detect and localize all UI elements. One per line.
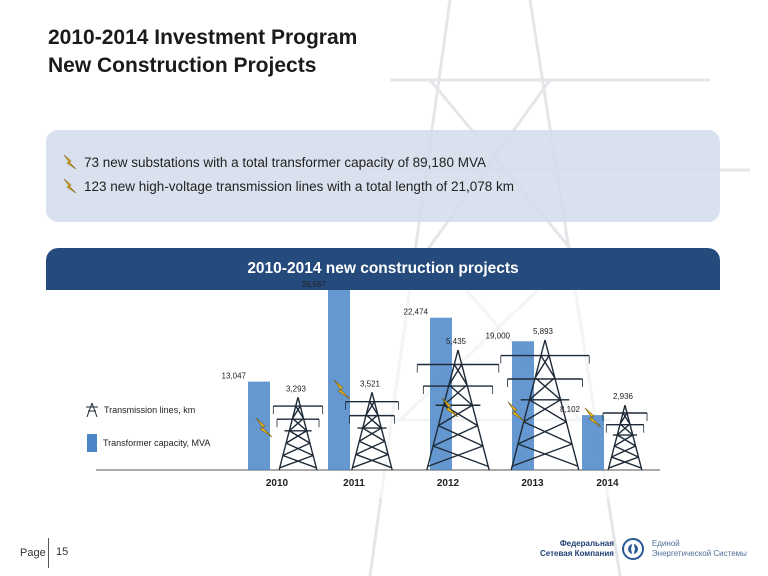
logo-text-left: Федеральная Сетевая Компания [540, 539, 614, 558]
bar-transformer-2012 [430, 317, 452, 470]
transmission-tower-icon [602, 405, 648, 471]
transmission-tower-icon [416, 349, 500, 471]
legend-item-lines: Transmission lines, km [84, 402, 195, 418]
tick-label-2011: 2011 [343, 478, 365, 489]
page-title-line-2: New Construction Projects [48, 54, 317, 77]
lightning-bolt-icon [63, 178, 77, 194]
data-label-lines-2012: 5,435 [446, 337, 467, 346]
tick-label-2010: 2010 [266, 478, 289, 489]
lightning-bolt-icon [255, 417, 273, 438]
page-title-line-1: 2010-2014 Investment Program [48, 26, 358, 49]
footer-divider [48, 538, 49, 568]
data-label-lines-2013: 5,893 [533, 327, 554, 336]
bar-transformer-2010 [248, 381, 270, 470]
data-label-transformer-2013: 19,000 [486, 331, 511, 340]
summary-item-substations: 73 new substations with a total transfor… [62, 154, 486, 170]
transmission-tower-icon [500, 339, 590, 471]
logo-text-right: Единой Энергетической Системы [651, 539, 747, 558]
summary-text: 73 new substations with a total transfor… [84, 154, 486, 170]
footer-page-label: Page [20, 547, 46, 559]
bar-transformer-2013 [512, 341, 534, 470]
legend-swatch-bar [87, 434, 97, 452]
chart-panel-header: 2010-2014 new construction projects [46, 248, 720, 290]
chart-title: 2010-2014 new construction projects [247, 260, 519, 277]
summary-item-lines: 123 new high-voltage transmission lines … [62, 178, 514, 194]
transmission-tower-icon [86, 402, 98, 418]
legend-label: Transformer capacity, MVA [103, 438, 211, 448]
lightning-bolt-icon [441, 397, 459, 418]
tick-label-2013: 2013 [521, 478, 544, 489]
data-label-transformer-2014: 8,102 [560, 405, 581, 414]
transmission-tower-icon [272, 397, 324, 471]
data-label-lines-2010: 3,293 [286, 384, 307, 393]
legend-item-transformer: Transformer capacity, MVA [84, 434, 210, 452]
lightning-bolt-icon [63, 154, 77, 170]
bar-transformer-2014 [582, 415, 604, 470]
data-label-transformer-2010: 13,047 [222, 372, 247, 381]
bar-transformer-2011 [328, 290, 350, 470]
footer-page-number: 15 [56, 546, 69, 558]
lightning-bolt-icon [333, 379, 351, 400]
summary-text: 123 new high-voltage transmission lines … [84, 178, 514, 194]
page-title: 2010-2014 Investment Program New Constru… [48, 24, 357, 80]
data-label-lines-2011: 3,521 [360, 379, 381, 388]
summary-box [46, 130, 720, 222]
tick-label-2012: 2012 [437, 478, 460, 489]
legend-label: Transmission lines, km [104, 405, 196, 415]
data-label-transformer-2011: 26,567 [302, 280, 327, 289]
transmission-tower-icon [345, 392, 399, 471]
lightning-bolt-icon [584, 407, 602, 428]
company-emblem-icon [621, 538, 644, 560]
company-logo: Федеральная Сетевая Компания Единой Энер… [540, 538, 747, 560]
data-label-lines-2014: 2,936 [613, 392, 634, 401]
data-label-transformer-2012: 22,474 [404, 308, 429, 317]
lightning-bolt-icon [507, 401, 525, 422]
tick-label-2014: 2014 [596, 478, 619, 489]
